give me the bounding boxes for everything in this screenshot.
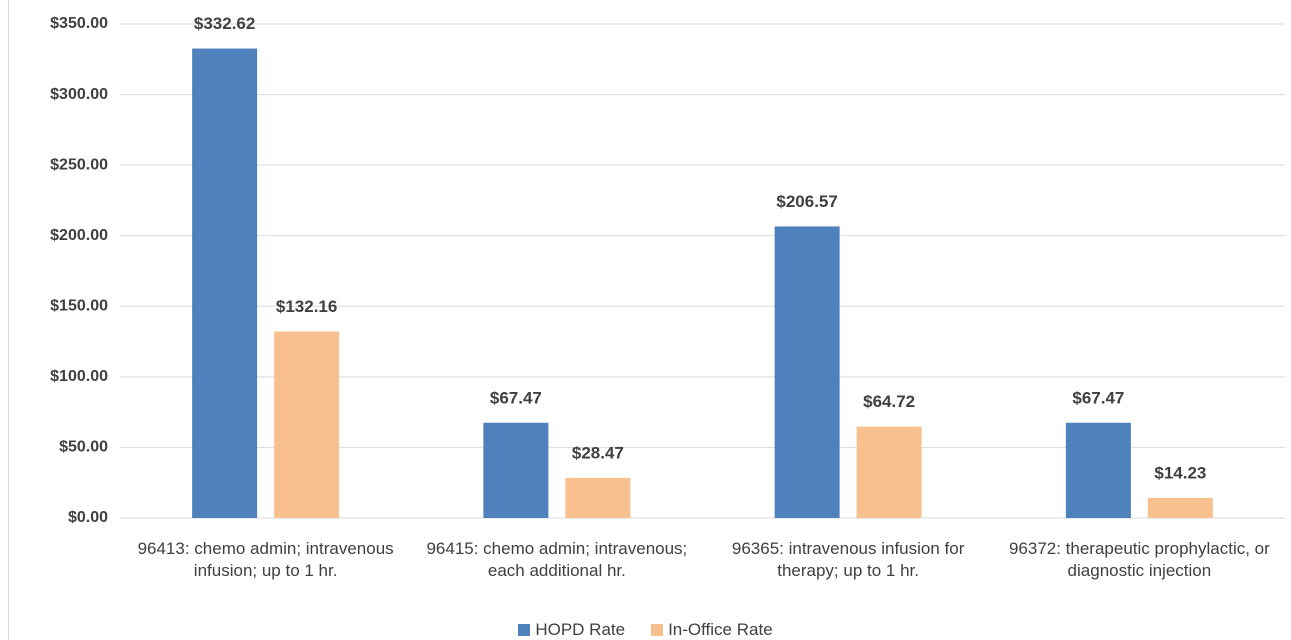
bar [856, 426, 922, 518]
x-tick-label: 96413: chemo admin; intravenous infusion… [137, 539, 394, 580]
data-label: $28.47 [572, 443, 624, 462]
data-label: $14.23 [1154, 463, 1206, 482]
chart-border [8, 0, 9, 640]
bar [274, 331, 340, 518]
bar [1147, 497, 1213, 518]
bar [565, 477, 631, 518]
legend-swatch [651, 624, 664, 636]
bar [192, 48, 258, 518]
y-tick-label: $200.00 [50, 227, 108, 244]
legend-label: In-Office Rate [668, 620, 773, 639]
y-tick-label: $50.00 [59, 439, 108, 456]
data-label: $64.72 [863, 392, 915, 411]
y-tick-label: $350.00 [50, 15, 108, 32]
data-label: $132.16 [276, 297, 337, 316]
data-label: $67.47 [490, 388, 542, 407]
x-tick-label: 96365: intravenous infusion for therapy;… [731, 539, 965, 580]
x-tick-label: 96415: chemo admin; intravenous; each ad… [426, 539, 688, 580]
y-tick-label: $300.00 [50, 86, 108, 103]
legend-swatch [518, 624, 531, 636]
y-tick-label: $100.00 [50, 368, 108, 385]
bar [774, 226, 840, 518]
data-label: $206.57 [776, 192, 837, 211]
x-tick-label: 96372: therapeutic prophylactic, or diag… [1008, 539, 1270, 580]
legend: HOPD Rate In-Office Rate [0, 620, 1291, 640]
bar [483, 422, 549, 518]
legend-label: HOPD Rate [535, 620, 626, 639]
legend-item: In-Office Rate [651, 620, 773, 640]
data-label: $67.47 [1072, 388, 1124, 407]
data-label: $332.62 [194, 14, 255, 33]
y-tick-label: $0.00 [68, 509, 108, 526]
legend-item: HOPD Rate [518, 620, 625, 640]
y-tick-label: $250.00 [50, 156, 108, 173]
y-tick-label: $150.00 [50, 298, 108, 315]
bar [1065, 422, 1131, 518]
